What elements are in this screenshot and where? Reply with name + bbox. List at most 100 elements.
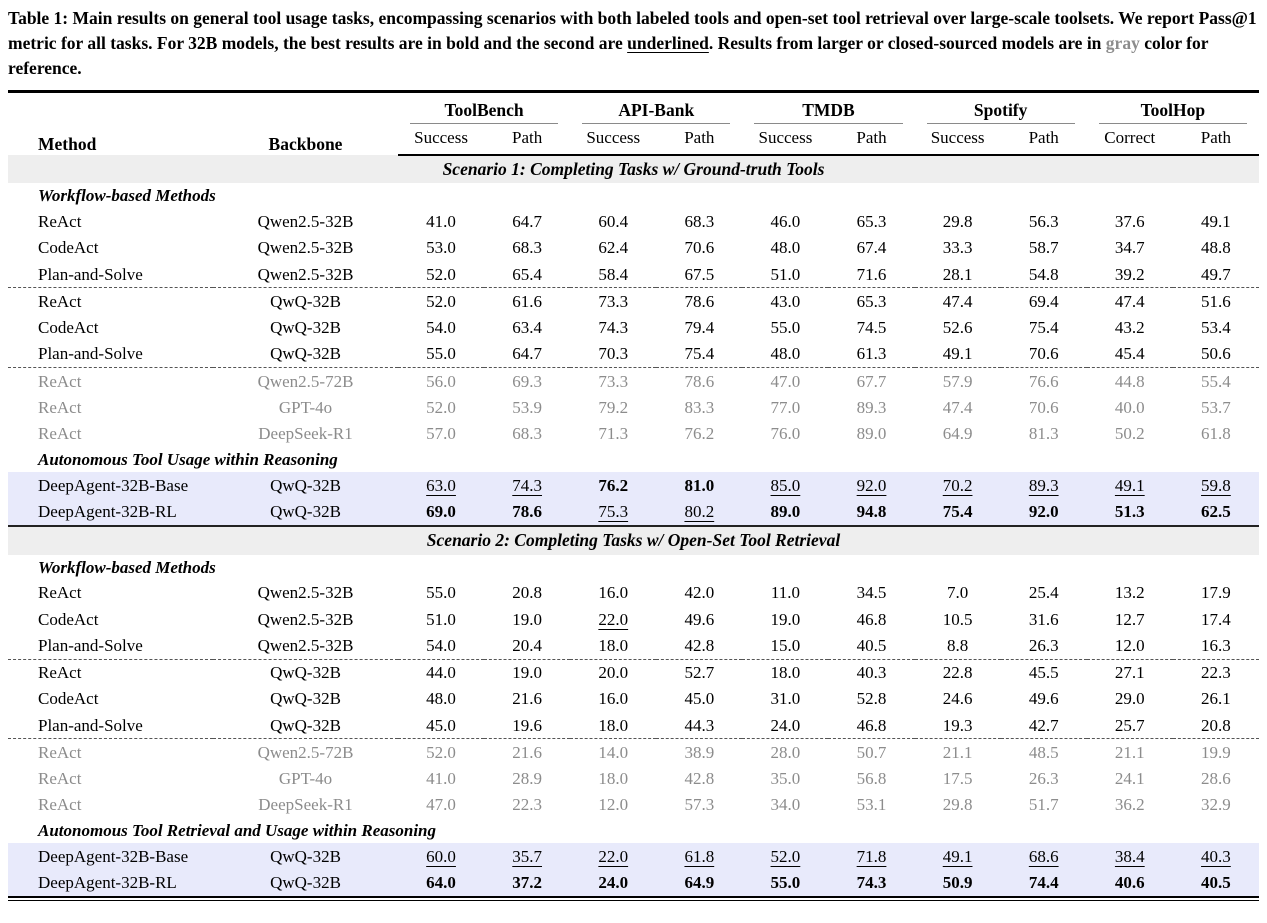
value-cell: 39.2 (1086, 261, 1173, 289)
value: 55.0 (426, 344, 456, 364)
value-cell: 48.0 (742, 340, 829, 369)
backbone-cell: Qwen2.5-32B (213, 632, 398, 660)
value-cell: 80.2 (656, 498, 743, 526)
value-cell: 49.6 (656, 606, 742, 632)
value-cell: 28.6 (1173, 766, 1259, 792)
value-cell: 42.8 (656, 766, 742, 792)
value-cell: 36.2 (1087, 792, 1173, 818)
value-cell: 34.0 (742, 792, 828, 818)
value: 16.3 (1201, 635, 1231, 655)
value: 39.2 (1114, 264, 1145, 284)
value-cell: 22.3 (1173, 659, 1259, 686)
value-cell: 70.6 (1000, 340, 1087, 369)
value: 53.1 (856, 795, 887, 815)
best-value: 55.0 (770, 873, 801, 893)
subcol-header: Path (1172, 123, 1259, 156)
backbone-cell: QwQ-32B (270, 663, 341, 683)
value: 20.4 (512, 635, 543, 655)
best-value: 89.0 (770, 501, 801, 521)
value: 41.0 (426, 212, 456, 232)
value-cell: 48.0 (742, 235, 828, 261)
value: 22.3 (1201, 663, 1231, 683)
value: 70.6 (1028, 344, 1059, 364)
value-cell: 52.0 (742, 843, 829, 870)
value-cell: 28.0 (742, 739, 828, 766)
group-rule (926, 122, 1075, 124)
value-cell: 83.3 (656, 394, 742, 420)
value: 40.3 (856, 663, 887, 683)
group-header-toolhop: ToolHop (1087, 91, 1259, 124)
value-cell: 19.0 (484, 659, 570, 686)
value: 56.8 (856, 769, 887, 789)
value-cell: 51.3 (1086, 498, 1173, 526)
value-cell: 21.1 (915, 739, 1001, 766)
value: 26.3 (1028, 769, 1059, 789)
value-cell: 21.6 (484, 739, 570, 766)
value-cell: 52.0 (398, 739, 484, 766)
value-cell: 17.5 (915, 766, 1001, 792)
value-cell: 71.8 (828, 843, 915, 870)
value: 26.1 (1201, 689, 1231, 709)
value-cell: 45.5 (1001, 659, 1087, 686)
value: 49.1 (1201, 212, 1231, 232)
best-value: 40.6 (1114, 873, 1145, 893)
value: 70.6 (684, 238, 715, 258)
table-row: DeepAgent-32B-RL QwQ-32B 69.0 78.6 75.3 80.2 8… (8, 498, 1259, 526)
value-cell: 18.0 (570, 632, 657, 660)
backbone-cell: QwQ-32B (213, 843, 398, 870)
second-best-value: 22.0 (598, 846, 629, 866)
backbone-cell: Qwen2.5-32B (257, 238, 354, 258)
table-row: CodeAct Qwen2.5-32B 51.0 19.0 22.0 49.6 19.0 46… (8, 606, 1259, 632)
value-cell: 49.1 (1086, 472, 1173, 499)
value: 28.1 (942, 264, 973, 284)
value-cell: 49.1 (914, 340, 1001, 369)
value-cell: 19.9 (1173, 739, 1259, 766)
value: 7.0 (946, 583, 969, 603)
value-cell: 70.6 (656, 235, 742, 261)
table-row: ReAct QwQ-32B 52.0 61.6 73.3 78.6 43.0 65.3 47.4… (8, 288, 1259, 315)
value: 55.4 (1201, 371, 1231, 391)
value: 53.9 (512, 397, 543, 417)
value: 69.4 (1028, 291, 1059, 311)
table-row: ReAct Qwen2.5-32B 55.0 20.8 16.0 42.0 11.0 34.5… (8, 580, 1259, 606)
value-cell: 51.6 (1173, 288, 1259, 315)
second-best-value: 61.8 (684, 846, 715, 866)
best-value: 74.4 (1028, 873, 1059, 893)
best-value: 50.9 (942, 873, 973, 893)
value: 69.3 (512, 371, 543, 391)
value-cell: 31.6 (1001, 606, 1087, 632)
group-header-spotify: Spotify (915, 91, 1087, 124)
value-cell: 52.8 (828, 686, 914, 712)
value: 52.0 (426, 264, 456, 284)
value: 49.6 (684, 609, 715, 629)
table-row: Plan-and-Solve Qwen2.5-32B 54.0 20.4 18.0 42.… (8, 632, 1259, 660)
backbone-cell: DeepSeek-R1 (258, 424, 353, 444)
value: 67.7 (856, 371, 887, 391)
method-cell: ReAct (38, 397, 82, 417)
value: 42.7 (1028, 715, 1059, 735)
block-subtitle-row: Autonomous Tool Usage within Reasoning (8, 447, 1259, 472)
value-cell: 49.1 (1173, 209, 1259, 235)
block-subtitle-row: Workflow-based Methods (8, 183, 1259, 208)
second-best-value: 40.3 (1201, 846, 1231, 866)
value: 62.4 (598, 238, 629, 258)
value: 48.5 (1028, 742, 1059, 762)
method-cell: DeepAgent-32B-Base (8, 472, 213, 499)
value-cell: 21.6 (484, 686, 570, 712)
value-cell: 64.9 (656, 869, 743, 897)
value-cell: 75.4 (914, 498, 1001, 526)
value-cell: 51.0 (742, 261, 829, 289)
second-best-value: 92.0 (856, 475, 887, 495)
value-cell: 70.6 (1001, 394, 1087, 420)
value-cell: 44.8 (1087, 368, 1173, 395)
value-cell: 17.9 (1173, 580, 1259, 606)
group-rule (410, 122, 559, 124)
subcol-header: Success (398, 123, 485, 156)
second-best-value: 60.0 (426, 846, 456, 866)
group-label: ToolBench (444, 99, 524, 120)
value: 26.3 (1028, 635, 1059, 655)
value-cell: 16.0 (570, 580, 656, 606)
value-cell: 64.9 (915, 421, 1001, 447)
value-cell: 67.4 (828, 235, 914, 261)
value: 51.0 (426, 609, 456, 629)
